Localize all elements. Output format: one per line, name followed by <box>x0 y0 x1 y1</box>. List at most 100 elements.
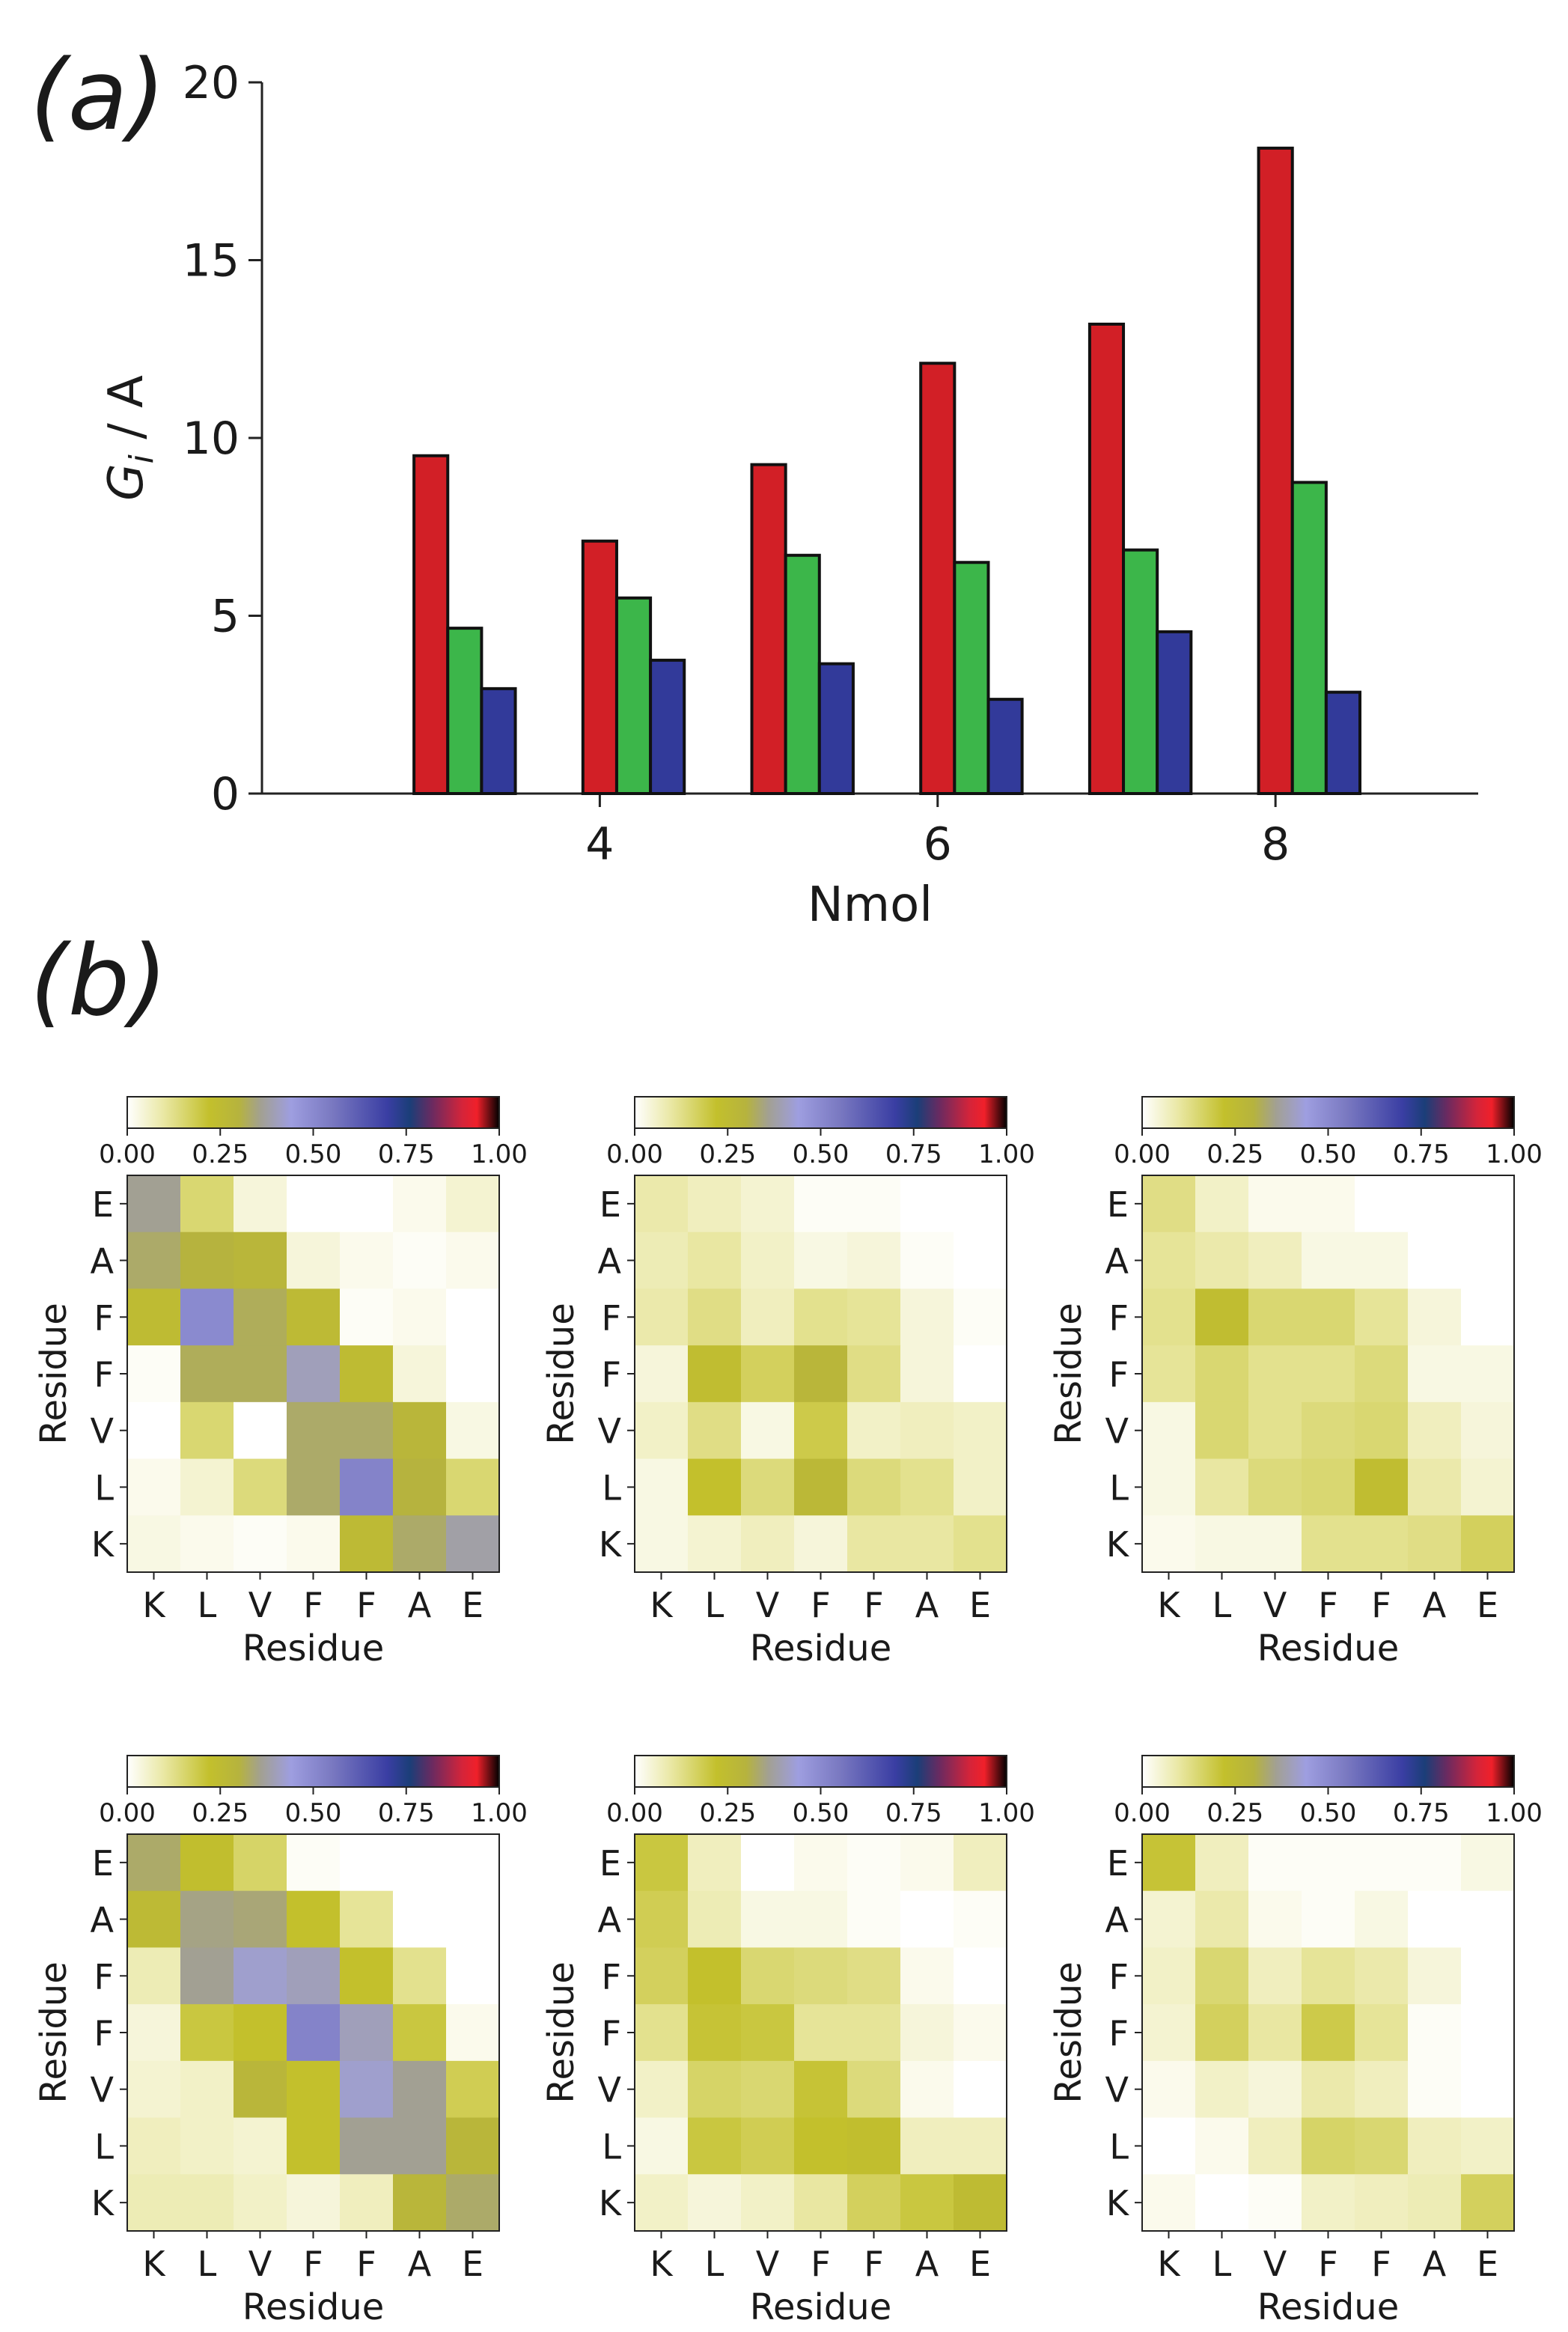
heatmap-cell <box>635 2174 689 2232</box>
heatmap-cell <box>234 1890 287 1949</box>
heatmap-cell <box>340 1834 394 1892</box>
heatmap-cell <box>847 2174 901 2232</box>
heatmap-cell <box>1195 1515 1249 1573</box>
heatmap-cell <box>1461 1232 1515 1290</box>
colorbar <box>126 1096 500 1129</box>
heatmap-cell <box>127 1345 181 1403</box>
y-tick-label: V <box>1105 1411 1129 1452</box>
heatmap-cell <box>1142 1401 1196 1460</box>
heatmap-cell <box>847 1288 901 1346</box>
x-axis-label: Residue <box>242 2286 385 2328</box>
heatmap-cell <box>180 2004 234 2062</box>
heatmap-cell <box>127 1175 181 1233</box>
y-tick-label: A <box>91 1900 115 1940</box>
bar-blue <box>649 658 686 795</box>
bar-red <box>1087 323 1126 795</box>
heatmap-cell <box>1142 1458 1196 1516</box>
heatmap-cell <box>340 1232 394 1290</box>
x-tick-label: A <box>1423 2244 1447 2284</box>
heatmap-cell <box>340 1458 394 1516</box>
heatmap-cell <box>635 1401 689 1460</box>
heatmap-cell <box>180 2174 234 2232</box>
heatmap-cell <box>1248 1345 1302 1403</box>
colorbar <box>1141 1755 1515 1788</box>
colorbar-tick-label: 0.25 <box>1206 1139 1263 1169</box>
colorbar-tick-label: 0.25 <box>1206 1798 1263 1828</box>
heatmap-cell <box>1408 1288 1462 1346</box>
heatmap-cell <box>741 1515 795 1573</box>
x-tick-label: F <box>303 2244 323 2284</box>
heatmap-cell <box>1355 2060 1409 2119</box>
y-tick-label: V <box>598 1411 622 1452</box>
heatmap-cell <box>741 1947 795 2005</box>
heatmap-cell <box>393 1458 447 1516</box>
heatmap-cell <box>794 1401 848 1460</box>
y-tick-label: F <box>602 1956 621 1997</box>
heatmap-cell <box>127 2060 181 2119</box>
heatmap-cell <box>127 2117 181 2175</box>
heatmap-cell <box>1302 1345 1355 1403</box>
colorbar-tick-label: 0.75 <box>885 1139 942 1169</box>
x-tick-label: K <box>1157 2244 1181 2284</box>
heatmap-cell <box>1195 1345 1249 1403</box>
heatmap-cell <box>794 1345 848 1403</box>
heatmap-cell <box>741 2060 795 2119</box>
bar-green <box>614 596 653 795</box>
heatmap-cell <box>1461 1345 1515 1403</box>
y-tick-label: E <box>1107 1843 1129 1884</box>
y-tick-label: F <box>94 2013 114 2054</box>
colorbar-tick-label: 0.00 <box>1114 1139 1171 1169</box>
heatmap-cell <box>635 1175 689 1233</box>
heatmap-cell <box>688 1890 742 1949</box>
x-tick-label: K <box>142 1585 166 1625</box>
heatmap-cell <box>1408 1175 1462 1233</box>
heatmap-cell <box>393 1834 447 1892</box>
heatmap-cell <box>1248 1232 1302 1290</box>
heatmap-cell <box>393 2060 447 2119</box>
heatmap-cell <box>741 1458 795 1516</box>
x-tick-label: E <box>1477 2244 1498 2284</box>
heatmap-cell <box>446 1175 500 1233</box>
y-tick-label: V <box>1105 2070 1129 2110</box>
heatmap-cell <box>847 1947 901 2005</box>
x-axis-label: Residue <box>1257 1628 1400 1669</box>
heatmap-cell <box>635 2117 689 2175</box>
heatmap-cell <box>1195 1458 1249 1516</box>
heatmap-cell <box>635 1947 689 2005</box>
heatmap-cell <box>180 1890 234 1949</box>
heatmap-cell <box>340 1515 394 1573</box>
x-tick-label: E <box>462 1585 483 1625</box>
heatmap-cell <box>688 1834 742 1892</box>
colorbar-tick-label: 1.00 <box>1486 1798 1543 1828</box>
heatmap-cell <box>127 1947 181 2005</box>
heatmap-cell <box>393 2004 447 2062</box>
heatmap-cell <box>287 1890 341 1949</box>
x-axis-label: Residue <box>750 1628 892 1669</box>
y-axis-label: Residue <box>33 1961 75 2104</box>
heatmap-cell <box>1408 1890 1462 1949</box>
heatmap-cell <box>234 1401 287 1460</box>
y-tick-label: L <box>1109 1467 1129 1508</box>
heatmap-cell <box>1408 2004 1462 2062</box>
heatmap-cell <box>234 2060 287 2119</box>
y-tick-label: V <box>598 2070 622 2110</box>
heatmap-cell <box>635 1458 689 1516</box>
panel-label-b: (b) <box>30 924 168 1038</box>
heatmap-cell <box>1408 1458 1462 1516</box>
y-tick-label: K <box>599 1524 623 1565</box>
x-tick-label: F <box>356 2244 376 2284</box>
heatmap-cell <box>1408 1834 1462 1892</box>
x-tick-label: F <box>1371 1585 1391 1625</box>
y-tick-label: K <box>599 2183 623 2223</box>
heatmap-cell <box>1461 1458 1515 1516</box>
colorbar-tick-label: 0.75 <box>378 1798 435 1828</box>
heatmap-cell <box>1302 2060 1355 2119</box>
heatmap-cell <box>340 2060 394 2119</box>
y-tick-label: 20 <box>183 57 240 109</box>
heatmap-cell <box>1461 1288 1515 1346</box>
heatmap-cell <box>1408 1401 1462 1460</box>
y-axis-label: Gi / A <box>99 375 161 501</box>
heatmap-cell <box>287 1175 341 1233</box>
